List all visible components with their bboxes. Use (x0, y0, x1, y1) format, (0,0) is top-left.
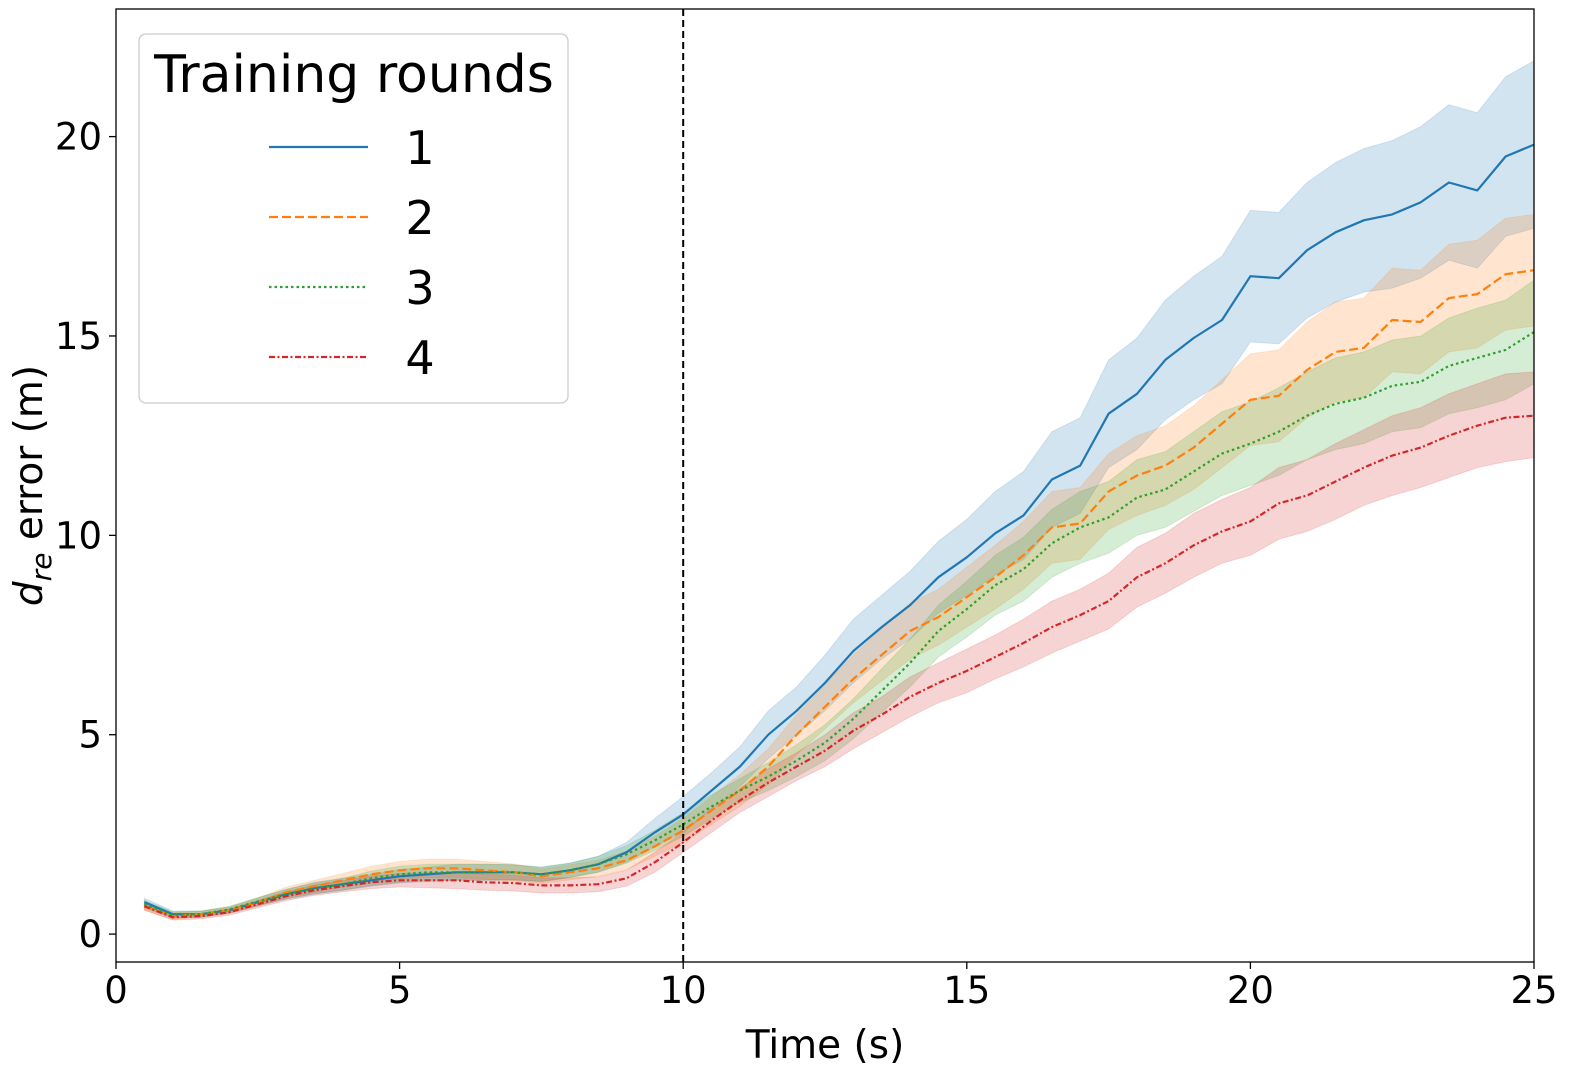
legend: Training rounds 1 2 3 4 (138, 33, 569, 404)
y-tick-label: 10 (55, 514, 102, 557)
x-tick-label: 25 (1510, 969, 1557, 1012)
legend-label-3: 3 (405, 261, 434, 315)
y-axis-label-subscript: re (25, 553, 58, 582)
y-axis-label-rest: error (m) (7, 365, 52, 553)
legend-label-2: 2 (405, 191, 434, 245)
line-series-1 (143, 143, 1535, 916)
x-tick-label: 5 (388, 969, 412, 1012)
legend-label-4: 4 (405, 331, 434, 385)
x-tick-label: 10 (660, 969, 707, 1012)
line-series-3 (144, 331, 1535, 917)
y-tick-label: 0 (78, 913, 102, 956)
y-tick-label: 5 (78, 714, 102, 757)
y-axis-label-base: d (7, 581, 52, 606)
x-axis-ticks: 0 5 10 15 20 25 (104, 962, 1558, 1012)
y-axis-ticks: 0 5 10 15 20 (55, 116, 116, 956)
series-lines (143, 143, 1535, 919)
y-axis-label: dre error (m) (7, 365, 58, 606)
line-series-2 (144, 269, 1535, 918)
x-axis-label: Time (s) (745, 1023, 905, 1068)
line-series-4 (143, 414, 1535, 919)
x-tick-label: 15 (943, 969, 990, 1012)
legend-title: Training rounds (153, 45, 554, 105)
x-tick-label: 0 (104, 969, 128, 1012)
plot-frame (115, 8, 1535, 963)
y-tick-label: 20 (55, 116, 102, 159)
y-tick-label: 15 (55, 315, 102, 358)
legend-items: 1 2 3 4 (269, 121, 435, 385)
x-tick-label: 20 (1227, 969, 1274, 1012)
legend-label-1: 1 (405, 121, 434, 175)
legend-box (138, 33, 569, 404)
